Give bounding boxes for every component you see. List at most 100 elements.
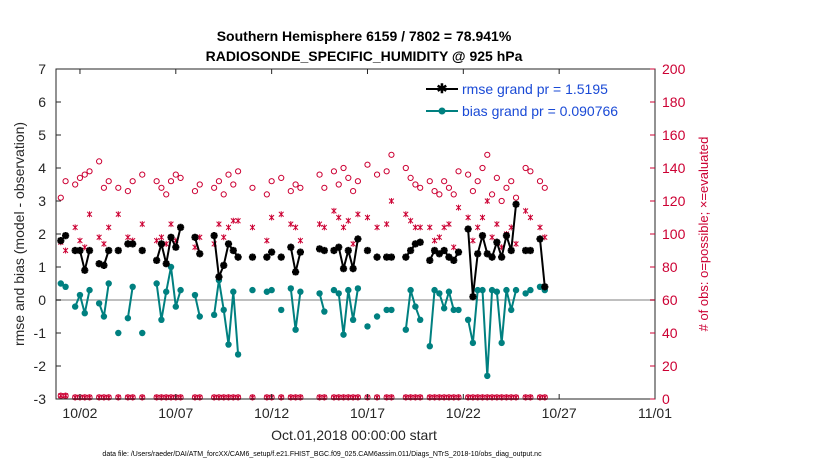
y-tick-right-label: 0 <box>662 391 670 407</box>
possible-count-marker <box>269 179 274 184</box>
legend-rmse-label: rmse grand pr = 1.5195 <box>462 81 608 97</box>
rmse-point <box>536 235 543 242</box>
rmse-point <box>488 254 495 261</box>
rmse-point <box>498 254 505 261</box>
y-axis: -3-2-101234567 <box>34 61 61 407</box>
rmse-point <box>493 239 500 246</box>
rmse-point <box>76 247 83 254</box>
x-axis-label: Oct.01,2018 00:00:00 start <box>271 427 437 443</box>
y-tick-label: -1 <box>34 325 47 341</box>
possible-count-marker <box>389 152 394 157</box>
evaluated-count-marker <box>355 211 360 217</box>
evaluated-count-marker <box>217 221 222 227</box>
rmse-point <box>388 254 395 261</box>
possible-count-marker <box>164 192 169 197</box>
possible-count-marker <box>192 189 197 194</box>
bias-point <box>494 289 500 295</box>
bias-point <box>484 373 490 379</box>
evaluated-count-marker <box>413 224 418 230</box>
evaluated-count-marker <box>523 208 528 214</box>
y-tick-label: 0 <box>38 292 46 308</box>
x-tick-label: 10/22 <box>446 405 481 421</box>
rmse-point <box>62 232 69 239</box>
evaluated-count-marker <box>73 224 78 230</box>
evaluated-count-marker <box>264 238 269 244</box>
y-tick-label: 6 <box>38 94 46 110</box>
rmse-point <box>86 247 93 254</box>
rmse-point <box>407 247 414 254</box>
evaluated-count-marker <box>490 234 495 240</box>
y-axis-label: rmse and bias (model - observation) <box>11 122 27 346</box>
evaluated-count-marker <box>427 224 432 230</box>
possible-count-marker <box>173 172 178 177</box>
possible-count-marker <box>82 172 87 177</box>
rmse-point <box>527 247 534 254</box>
possible-count-marker <box>475 179 480 184</box>
x-tick-label: 10/27 <box>542 405 577 421</box>
rmse-point <box>354 235 361 242</box>
bias-point <box>192 292 198 298</box>
x-tick-label: 10/02 <box>62 405 97 421</box>
evaluated-count-marker <box>279 211 284 217</box>
evaluated-count-marker <box>169 221 174 227</box>
rmse-point <box>450 257 457 264</box>
x-axis: 10/02 10/07 10/12 10/17 10/22 10/27 11/01 <box>62 69 672 421</box>
evaluated-count-marker <box>63 248 68 254</box>
rmse-point <box>153 257 160 264</box>
x-tick-label: 10/17 <box>350 405 385 421</box>
possible-count-marker <box>384 169 389 174</box>
bias-point <box>364 323 370 329</box>
possible-count-marker <box>403 165 408 170</box>
evaluated-count-marker <box>78 238 83 244</box>
possible-count-marker <box>408 175 413 180</box>
bias-point <box>508 307 514 313</box>
possible-count-marker <box>489 192 494 197</box>
evaluated-count-marker <box>351 241 356 247</box>
evaluated-count-marker <box>63 393 68 399</box>
x-tick-label: 10/07 <box>158 405 193 421</box>
possible-count-marker <box>504 185 509 190</box>
bias-point <box>292 327 298 333</box>
possible-count-marker <box>437 192 442 197</box>
rmse-point <box>100 262 107 269</box>
bias-point <box>288 285 294 291</box>
rmse-point <box>340 265 347 272</box>
possible-count-marker <box>542 185 547 190</box>
rmse-point <box>225 240 232 247</box>
bias-point <box>101 313 107 319</box>
rmse-point <box>115 247 122 254</box>
rmse-point <box>321 247 328 254</box>
bias-point <box>86 287 92 293</box>
rmse-point <box>129 240 136 247</box>
bias-point <box>417 317 423 323</box>
possible-count-marker <box>154 179 159 184</box>
y-tick-label: 2 <box>38 226 46 242</box>
rmse-point <box>469 293 476 300</box>
possible-count-marker <box>197 182 202 187</box>
bias-point <box>82 310 88 316</box>
bias-point <box>374 313 380 319</box>
chart: Southern Hemisphere 6159 / 7802 = 78.941… <box>0 0 830 470</box>
rmse-point <box>158 240 165 247</box>
bias-point <box>197 313 203 319</box>
bias-point <box>355 285 361 291</box>
bias-point <box>235 351 241 357</box>
legend: ✱ rmse grand pr = 1.5195 bias grand pr =… <box>426 81 618 119</box>
bias-point <box>479 287 485 293</box>
possible-count-marker <box>168 179 173 184</box>
evaluated-count-marker <box>322 224 327 230</box>
bias-point <box>221 307 227 313</box>
possible-count-marker <box>87 169 92 174</box>
possible-count-marker <box>341 165 346 170</box>
bias-point <box>177 287 183 293</box>
possible-count-marker <box>537 179 542 184</box>
bias-point <box>115 330 121 336</box>
bias-point <box>498 340 504 346</box>
x-tick-label: 11/01 <box>638 405 672 421</box>
rmse-point <box>292 268 299 275</box>
evaluated-count-marker <box>125 234 130 240</box>
evaluated-count-marker <box>298 238 303 244</box>
bias-point <box>465 317 471 323</box>
possible-count-marker <box>470 189 475 194</box>
bias-point <box>436 290 442 296</box>
